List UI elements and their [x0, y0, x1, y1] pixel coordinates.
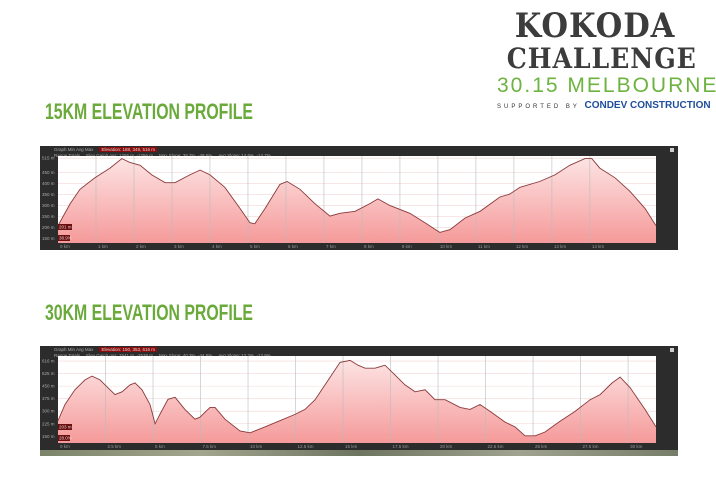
stat-slope: Max Slope: 38.7%, -49.5%: [158, 153, 213, 158]
y-tick-label: 400 m: [42, 181, 55, 186]
background-photo-strip: [40, 450, 678, 456]
y-tick-label: 525 m: [42, 371, 55, 376]
logo-line3: 30.15 MELBOURNE: [497, 74, 716, 97]
elevation-line: [57, 359, 657, 437]
x-tick-label: 25 km: [535, 444, 548, 449]
stat-gain: Elev Gain/Loss: 1255 m, -1256 m: [86, 153, 153, 158]
elevation-line: [57, 158, 657, 233]
slope-marker-value: 38.9%: [59, 236, 72, 241]
chart-stats: Graph Min Avg Max Elevation: 188, 349, 51…: [54, 147, 277, 159]
x-tick-label: 1 km: [98, 244, 108, 249]
y-tick-label: 300 m: [42, 203, 55, 208]
elevation-marker-badge: [58, 224, 72, 230]
stat-graph: Graph Min Avg Max: [54, 347, 94, 352]
x-tick-label: 8 km: [364, 244, 374, 249]
stat-avg: Avg Slope: 12.2%, -12.9%: [218, 353, 271, 358]
chart-stats: Graph Min Avg Max Elevation: 150, 353, 61…: [54, 347, 277, 359]
x-tick-label: 2 km: [136, 244, 146, 249]
x-tick-label: 3 km: [174, 244, 184, 249]
y-tick-label: 450 m: [42, 170, 55, 175]
y-tick-label: 150 m: [42, 236, 55, 241]
stat-slope: Max Slope: 40.3%, -44.5%: [158, 353, 213, 358]
stat-avg: Avg Slope: 14.6%, -14.7%: [218, 153, 271, 158]
elevation-marker-badge: [58, 424, 72, 430]
sponsor-name: CONDEV CONSTRUCTION: [584, 100, 711, 111]
x-tick-label: 22.5 km: [488, 444, 504, 449]
stat-elevation: Elevation: 150, 353, 616 m: [99, 347, 157, 352]
elevation-chart-15km: Graph Min Avg Max Elevation: 188, 349, 51…: [40, 146, 678, 250]
x-tick-label: 11 km: [478, 244, 490, 249]
supported-by: SUPPORTED BY: [497, 104, 580, 110]
close-icon[interactable]: [670, 148, 674, 152]
stat-range: Range Totals: [54, 153, 81, 158]
x-tick-label: 14 km: [592, 244, 605, 249]
x-tick-label: 2.5 km: [108, 444, 122, 449]
x-tick-label: 9 km: [402, 244, 412, 249]
x-tick-label: 10 km: [250, 444, 263, 449]
stat-range: Range Totals: [54, 353, 81, 358]
x-tick-label: 27.5 km: [583, 444, 599, 449]
slope-marker-badge: [58, 435, 70, 441]
x-tick-label: 30 km: [630, 444, 643, 449]
x-tick-label: 7 km: [326, 244, 336, 249]
x-tick-label: 0 km: [60, 244, 70, 249]
kokoda-challenge-logo: KOKODA CHALLENGE 30.15 MELBOURNE SUPPORT…: [497, 6, 716, 116]
x-tick-label: 5 km: [250, 244, 260, 249]
stat-graph: Graph Min Avg Max: [54, 147, 94, 152]
y-tick-label: 250 m: [42, 214, 55, 219]
elevation-marker-value: 203 m: [59, 425, 72, 430]
y-tick-label: 225 m: [42, 421, 55, 426]
y-tick-label: 375 m: [42, 396, 55, 401]
x-tick-label: 7.5 km: [203, 444, 217, 449]
stat-gain: Elev Gain/Loss: 2541 m, -2538 m: [86, 353, 153, 358]
x-tick-label: 10 km: [440, 244, 453, 249]
y-tick-label: 616 m: [42, 359, 55, 364]
x-tick-label: 12 km: [516, 244, 529, 249]
x-tick-label: 17.5 km: [393, 444, 409, 449]
elevation-plot: 616 m 525 m 450 m 375 m 300 m 225 m 150 m 0 km 2…: [42, 348, 674, 449]
x-tick-label: 12.5 km: [298, 444, 314, 449]
y-tick-label: 350 m: [42, 192, 55, 197]
chart-title-30km: 30KM ELEVATION PROFILE: [45, 300, 254, 325]
logo-line1: KOKODA: [514, 6, 676, 46]
slope-marker-badge: [58, 235, 70, 241]
y-tick-label: 450 m: [42, 384, 55, 389]
logo-line2: CHALLENGE: [506, 42, 697, 75]
elevation-area: [58, 158, 656, 243]
elevation-area: [58, 360, 656, 443]
elevation-chart-30km: Graph Min Avg Max Elevation: 150, 353, 61…: [40, 346, 678, 450]
slope-marker-value: 28.0%: [59, 436, 72, 441]
x-tick-label: 5 km: [155, 444, 165, 449]
stat-elevation: Elevation: 188, 349, 516 m: [99, 147, 157, 152]
y-tick-label: 200 m: [42, 225, 55, 230]
y-tick-label: 515 m: [42, 156, 55, 161]
x-tick-label: 0 km: [60, 444, 70, 449]
logo-sponsor: SUPPORTED BY CONDEV CONSTRUCTION: [497, 100, 711, 111]
x-tick-label: 20 km: [440, 444, 453, 449]
elevation-marker-value: 201 m: [59, 225, 72, 230]
x-tick-label: 6 km: [288, 244, 298, 249]
x-tick-label: 4 km: [212, 244, 222, 249]
x-tick-label: 13 km: [554, 244, 567, 249]
close-icon[interactable]: [670, 348, 674, 352]
x-tick-label: 15 km: [345, 444, 358, 449]
chart-title-15km: 15KM ELEVATION PROFILE: [45, 99, 254, 124]
elevation-plot: 515 m 450 m 400 m 350 m 300 m 250 m 200 m 150 m…: [42, 148, 674, 249]
y-tick-label: 300 m: [42, 409, 55, 414]
y-tick-label: 150 m: [42, 434, 55, 439]
